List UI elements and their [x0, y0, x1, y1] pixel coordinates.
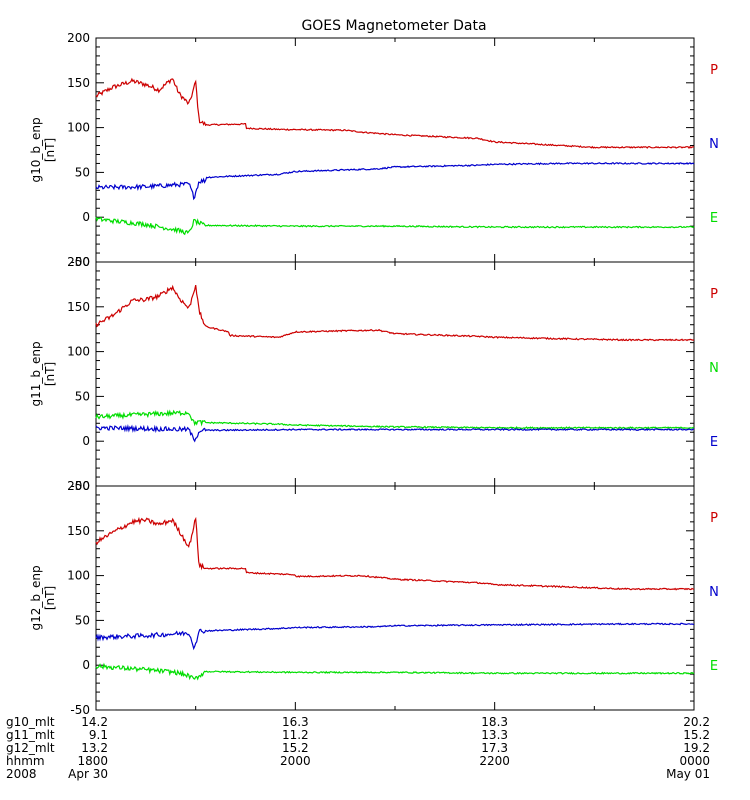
- series-line-p: [95, 516, 695, 591]
- legend-label-p: P: [710, 287, 718, 302]
- footer-cell: 1800: [77, 754, 108, 768]
- panel-frame: [95, 261, 695, 487]
- y-tick-label: 0: [82, 434, 90, 448]
- footer-cell: 20.2: [683, 715, 710, 729]
- y-tick-label: -50: [70, 479, 90, 493]
- series-line-p: [95, 77, 695, 149]
- footer-row-label: 2008: [6, 767, 37, 781]
- footer-cell: 15.2: [683, 728, 710, 742]
- y-axis-label: g12_b_enp: [29, 565, 43, 630]
- legend-label-e: E: [710, 435, 718, 450]
- footer-cell: 0000: [679, 754, 710, 768]
- series-line-e: [95, 216, 695, 236]
- y-tick-label: 50: [75, 389, 90, 403]
- y-axis-label: g11_b_enp: [29, 341, 43, 406]
- y-tick-label: 150: [67, 524, 90, 538]
- footer-row-label: hhmm: [6, 754, 45, 768]
- series-line-n: [95, 161, 695, 201]
- footer-row-label: g10_mlt: [6, 715, 55, 729]
- y-axis-label: g10_b_enp: [29, 117, 43, 182]
- legend-label-n: N: [709, 361, 719, 376]
- panel-1: 200 150 100 50 0 -50 g10_b_enp [nT] P N E: [29, 31, 719, 269]
- y-axis-unit: [nT]: [43, 362, 57, 386]
- footer-cell: 14.2: [81, 715, 108, 729]
- y-axis-unit: [nT]: [43, 586, 57, 610]
- y-tick-label: 100: [67, 345, 90, 359]
- panel-3: 200 150 100 50 0 -50 g12_b_enp [nT] P N E: [29, 479, 719, 717]
- y-tick-label: 200: [67, 479, 90, 493]
- footer-cell: 17.3: [481, 741, 508, 755]
- legend-label-p: P: [710, 63, 718, 78]
- panel-frame: [95, 37, 695, 263]
- series-line-p: [95, 284, 695, 342]
- footer-cell: 13.2: [81, 741, 108, 755]
- series-line-n: [95, 409, 695, 430]
- legend-label-p: P: [710, 511, 718, 526]
- y-tick-label: 200: [67, 31, 90, 45]
- series-line-e: [95, 424, 695, 443]
- y-tick-label: 150: [67, 300, 90, 314]
- y-axis-unit: [nT]: [43, 138, 57, 162]
- footer-cell: 9.1: [89, 728, 108, 742]
- footer-cell: 18.3: [481, 715, 508, 729]
- footer-cell: May 01: [666, 767, 710, 781]
- y-tick-label: 0: [82, 658, 90, 672]
- legend-label-n: N: [709, 585, 719, 600]
- panel-2: 200 150 100 50 0 -50 g11_b_enp [nT] P N E: [29, 255, 719, 493]
- y-tick-label: 100: [67, 569, 90, 583]
- footer-cell: Apr 30: [68, 767, 108, 781]
- footer-row-label: g12_mlt: [6, 741, 55, 755]
- y-tick-label: 200: [67, 255, 90, 269]
- y-tick-label: 50: [75, 165, 90, 179]
- chart-title: GOES Magnetometer Data: [301, 18, 486, 34]
- footer-cell: 2200: [479, 754, 510, 768]
- footer-cell: 19.2: [683, 741, 710, 755]
- legend-label-e: E: [710, 659, 718, 674]
- footer-cell: 11.2: [282, 728, 309, 742]
- y-tick-label: 100: [67, 121, 90, 135]
- footer-cell: 13.3: [481, 728, 508, 742]
- y-tick-label: 150: [67, 76, 90, 90]
- series-line-n: [95, 622, 695, 651]
- legend-label-e: E: [710, 211, 718, 226]
- footer-cell: 15.2: [282, 741, 309, 755]
- footer-cell: 16.3: [282, 715, 309, 729]
- y-tick-label: -50: [70, 255, 90, 269]
- series-line-e: [95, 662, 695, 681]
- footer-row-label: g11_mlt: [6, 728, 55, 742]
- y-tick-label: -50: [70, 703, 90, 717]
- footer-cell: 2000: [280, 754, 311, 768]
- y-tick-label: 0: [82, 210, 90, 224]
- y-tick-label: 50: [75, 613, 90, 627]
- legend-label-n: N: [709, 137, 719, 152]
